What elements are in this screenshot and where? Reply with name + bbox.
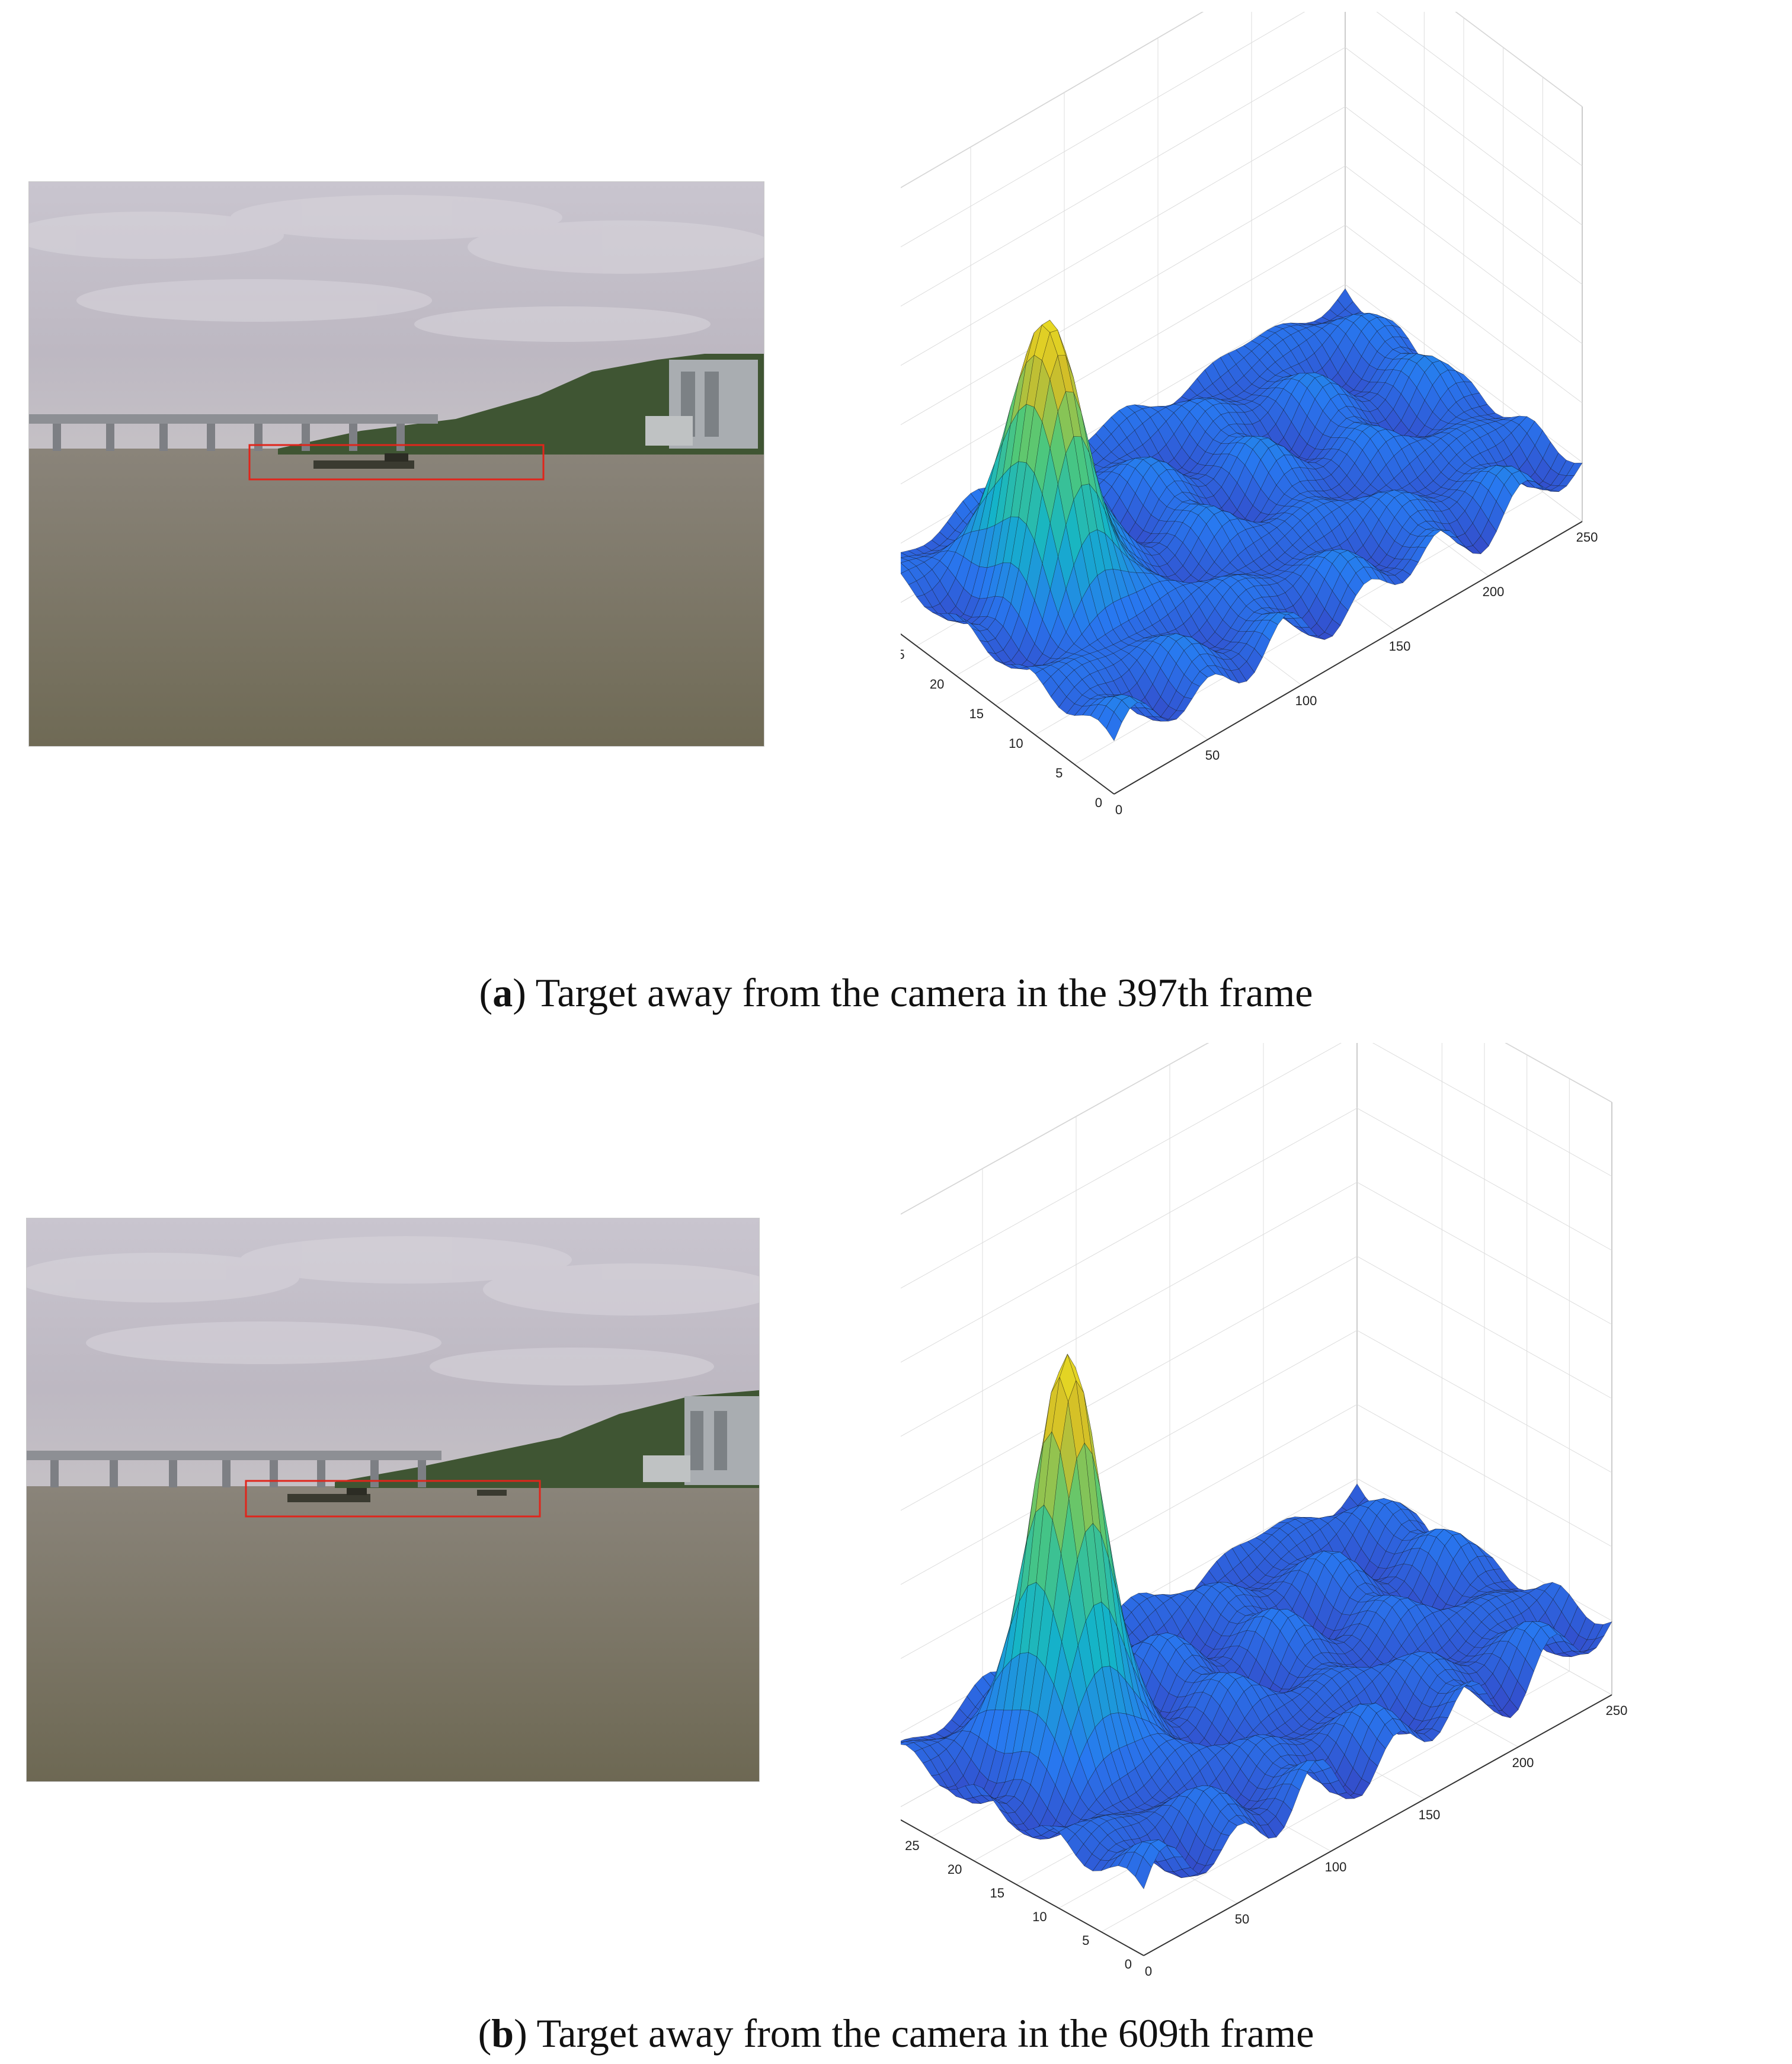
surface-axes: 0.70.60.50.40.30.20.10-0.130252015105005… (901, 1043, 1627, 1979)
x-tick-label: 0 (1115, 802, 1122, 817)
x-tick-label: 150 (1419, 1807, 1441, 1822)
x-tick-label: 250 (1606, 1703, 1628, 1718)
surface-plot-a: 0.60.50.40.30.20.10-0.130252015105005010… (901, 12, 1790, 960)
caption-text-b: Target away from the camera in the 609th… (536, 2011, 1314, 2056)
river-photo-b (26, 1218, 760, 1782)
target-box-b (245, 1480, 541, 1518)
surface-mesh (901, 1353, 1612, 1890)
caption-letter-a: a (492, 970, 513, 1015)
caption-letter-b: b (491, 2011, 514, 2056)
caption-b: (b) Target away from the camera in the 6… (478, 2011, 1314, 2056)
caption-text-a: Target away from the camera in the 397th… (535, 970, 1313, 1015)
x-tick-label: 0 (1145, 1964, 1152, 1979)
y-tick-label: 0 (1125, 1957, 1132, 1972)
x-tick-label: 100 (1325, 1860, 1347, 1874)
x-tick-label: 50 (1235, 1912, 1249, 1927)
surface-plot-b: 0.70.60.50.40.30.20.10-0.130252015105005… (901, 1043, 1790, 2003)
y-tick-label: 25 (905, 1838, 919, 1853)
y-tick-label: 20 (948, 1862, 962, 1877)
y-tick-label: 15 (969, 706, 984, 721)
y-tick-label: 10 (1009, 736, 1023, 751)
river-photo-a (28, 181, 764, 747)
y-tick-label: 25 (901, 647, 905, 662)
y-tick-label: 15 (990, 1886, 1004, 1900)
surface-mesh (901, 288, 1583, 741)
x-tick-label: 150 (1389, 639, 1411, 654)
y-tick-label: 5 (1055, 766, 1063, 780)
y-tick-label: 20 (930, 677, 944, 692)
x-tick-label: 50 (1205, 748, 1220, 763)
x-tick-label: 200 (1512, 1755, 1534, 1770)
x-tick-label: 250 (1576, 530, 1598, 545)
y-tick-label: 5 (1082, 1933, 1089, 1948)
panel-a: 0.60.50.40.30.20.10-0.130252015105005010… (28, 12, 1790, 1015)
target-box-a (248, 444, 545, 481)
caption-a: (a) Target away from the camera in the 3… (479, 970, 1313, 1015)
y-tick-label: 10 (1032, 1909, 1047, 1924)
x-tick-label: 200 (1483, 584, 1505, 599)
y-tick-label: 0 (1095, 795, 1102, 810)
panel-b: 0.70.60.50.40.30.20.10-0.130252015105005… (0, 1043, 1792, 2064)
x-tick-label: 100 (1295, 693, 1317, 708)
